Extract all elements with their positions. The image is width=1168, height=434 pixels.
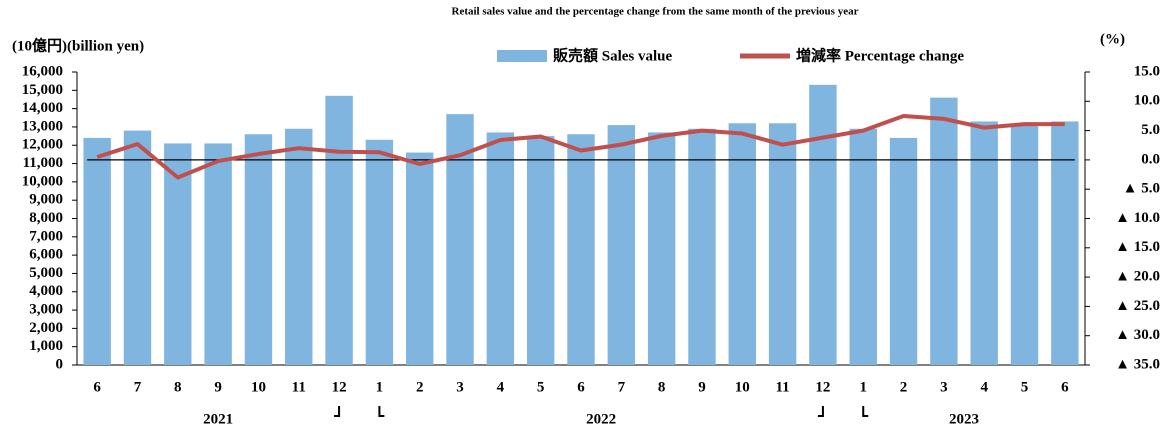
- bar: [365, 139, 394, 365]
- x-tick-label: 5: [1021, 379, 1029, 395]
- x-tick-label: 6: [577, 379, 585, 395]
- y2-tick-label: ▲ 30.0: [1115, 327, 1160, 343]
- x-tick-label: 5: [537, 379, 545, 395]
- chart-subtitle: Retail sales value and the percentage ch…: [452, 6, 859, 18]
- y2-tick-label: ▲ 15.0: [1115, 239, 1160, 255]
- bar: [647, 132, 676, 365]
- x-tick-label: 4: [980, 379, 988, 395]
- legend-label: 増減率 Percentage change: [796, 46, 964, 64]
- y2-tick-label: ▲ 25.0: [1115, 298, 1160, 314]
- bar: [123, 130, 152, 365]
- y2-tick-label: ▲ 20.0: [1115, 269, 1160, 285]
- legend-label: 販売額 Sales value: [553, 46, 673, 64]
- legend-swatch: [497, 50, 547, 62]
- y-tick-label: 1,000: [29, 338, 63, 354]
- y2-tick-label: 5.0: [1141, 122, 1160, 138]
- y-tick-label: 13,000: [22, 118, 63, 134]
- x-tick-label: 1: [376, 379, 384, 395]
- y2-axis-label: (%): [1100, 31, 1125, 47]
- y-tick-label: 8,000: [29, 210, 63, 226]
- bar: [285, 128, 313, 365]
- bar: [809, 84, 837, 365]
- bar: [607, 125, 636, 365]
- y2-tick-label: 15.0: [1134, 63, 1160, 79]
- y-tick-label: 3,000: [29, 302, 63, 318]
- bar: [1010, 125, 1039, 365]
- bar: [889, 137, 918, 365]
- bar: [204, 143, 232, 365]
- y-tick-label: 14,000: [22, 100, 63, 116]
- x-tick-label: 2: [900, 379, 908, 395]
- x-tick-label: 7: [134, 379, 142, 395]
- y-tick-label: 5,000: [29, 265, 63, 281]
- y2-tick-label: ▲ 35.0: [1115, 356, 1160, 372]
- bar: [486, 132, 515, 365]
- x-tick-label: 6: [1061, 379, 1069, 395]
- bar: [768, 123, 797, 366]
- year-label: 2023: [949, 411, 979, 427]
- x-tick-label: 12: [815, 379, 830, 395]
- x-tick-label: 3: [940, 379, 948, 395]
- bar: [688, 128, 716, 365]
- y-tick-label: 0: [56, 356, 64, 372]
- bar: [406, 152, 434, 365]
- year-bracket: [378, 406, 385, 417]
- bar: [849, 128, 877, 365]
- x-tick-label: 12: [332, 379, 347, 395]
- bar: [526, 136, 555, 365]
- line: [96, 113, 1065, 180]
- y-tick-label: 4,000: [29, 283, 63, 299]
- x-tick-label: 11: [776, 379, 790, 395]
- year-bracket: [334, 406, 341, 417]
- y-tick-label: 15,000: [22, 82, 63, 98]
- y2-tick-label: 10.0: [1134, 93, 1160, 109]
- x-tick-label: 2: [416, 379, 424, 395]
- y-tick-label: 9,000: [29, 192, 63, 208]
- x-tick-label: 8: [174, 379, 182, 395]
- x-tick-label: 9: [214, 379, 222, 395]
- x-tick-label: 10: [251, 379, 266, 395]
- year-bracket: [862, 406, 869, 417]
- x-tick-label: 1: [859, 379, 867, 395]
- x-tick-label: 3: [456, 379, 464, 395]
- y-tick-label: 10,000: [22, 173, 63, 189]
- x-tick-label: 9: [698, 379, 706, 395]
- y-tick-label: 2,000: [29, 320, 63, 336]
- x-tick-label: 10: [735, 379, 750, 395]
- bar: [1051, 121, 1079, 365]
- bar: [244, 134, 273, 365]
- y-tick-label: 6,000: [29, 247, 63, 263]
- bar: [567, 134, 595, 365]
- bar: [728, 123, 756, 366]
- year-label: 2021: [203, 411, 233, 427]
- bar: [164, 143, 192, 365]
- year-label: 2022: [586, 411, 616, 427]
- x-tick-label: 11: [292, 379, 306, 395]
- y2-tick-label: ▲ 10.0: [1115, 210, 1160, 226]
- bar: [970, 121, 998, 365]
- y-tick-label: 16,000: [22, 63, 63, 79]
- y2-tick-label: 0.0: [1141, 151, 1160, 167]
- y2-tick-label: ▲ 5.0: [1123, 181, 1160, 197]
- y-axis-label: (10億円)(billion yen): [12, 36, 144, 54]
- bar: [83, 137, 111, 365]
- y-tick-label: 11,000: [23, 155, 63, 171]
- y-tick-label: 7,000: [29, 228, 63, 244]
- x-tick-label: 4: [497, 379, 505, 395]
- y-tick-label: 12,000: [22, 137, 63, 153]
- bar: [930, 97, 958, 365]
- x-tick-label: 6: [93, 379, 101, 395]
- year-bracket: [817, 406, 824, 417]
- x-tick-label: 8: [658, 379, 666, 395]
- x-tick-label: 7: [618, 379, 626, 395]
- bar: [325, 95, 353, 366]
